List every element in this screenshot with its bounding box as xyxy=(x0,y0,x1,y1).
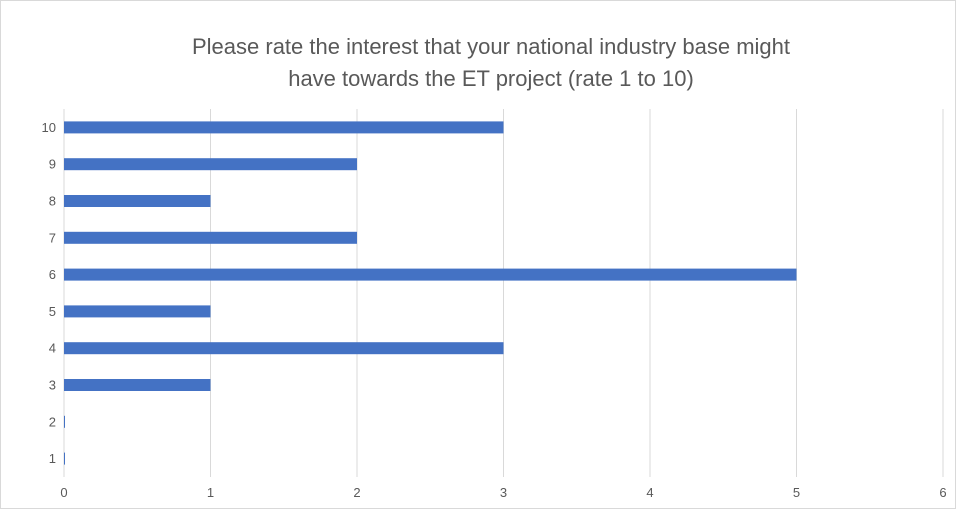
y-tick-label: 1 xyxy=(49,451,56,466)
gridlines xyxy=(63,109,944,477)
x-tick-label: 6 xyxy=(939,485,946,500)
bar-rating-2 xyxy=(64,415,65,428)
bars xyxy=(64,121,797,465)
bar-rating-10 xyxy=(64,121,504,134)
y-tick-label: 7 xyxy=(49,230,56,245)
x-tick-label: 3 xyxy=(500,485,507,500)
y-tick-label: 9 xyxy=(49,157,56,172)
bar-rating-4 xyxy=(64,342,504,355)
x-tick-label: 2 xyxy=(353,485,360,500)
bar-rating-5 xyxy=(64,305,211,318)
chart-title: Please rate the interest that your natio… xyxy=(191,34,790,91)
y-tick-label: 4 xyxy=(49,341,56,356)
x-tick-label: 5 xyxy=(793,485,800,500)
y-axis-tick-labels: 1 2 3 4 5 6 7 8 9 10 xyxy=(42,120,56,466)
bar-rating-1 xyxy=(64,452,65,465)
y-tick-label: 5 xyxy=(49,304,56,319)
x-tick-label: 4 xyxy=(646,485,653,500)
x-tick-label: 1 xyxy=(207,485,214,500)
x-tick-label: 0 xyxy=(60,485,67,500)
y-tick-label: 3 xyxy=(49,378,56,393)
y-tick-label: 2 xyxy=(49,414,56,429)
x-axis-tick-labels: 0 1 2 3 4 5 6 xyxy=(60,485,946,500)
bar-rating-3 xyxy=(64,379,211,391)
y-tick-label: 6 xyxy=(49,267,56,282)
bar-rating-7 xyxy=(64,231,357,244)
y-tick-label: 10 xyxy=(42,120,56,135)
bar-rating-8 xyxy=(64,195,211,207)
y-tick-label: 8 xyxy=(49,194,56,209)
bar-rating-9 xyxy=(64,158,357,171)
bar-rating-6 xyxy=(64,268,797,281)
